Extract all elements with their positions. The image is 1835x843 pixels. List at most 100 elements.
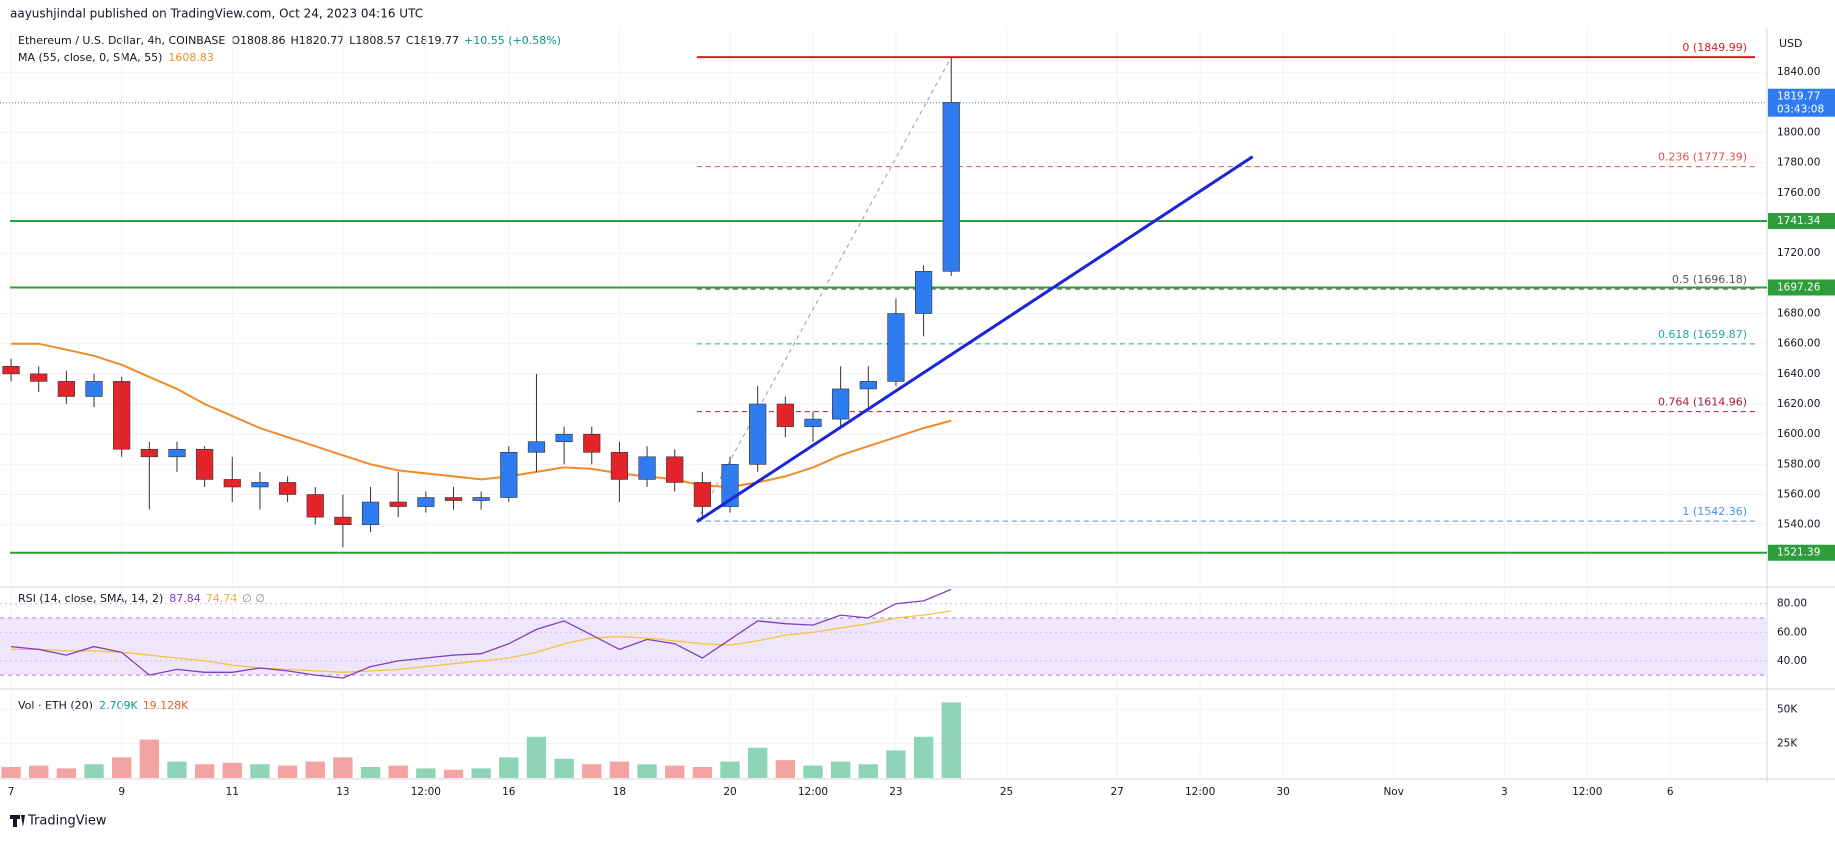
rsi-band	[0, 618, 1767, 676]
rsi-extra: ∅ ∅	[242, 592, 265, 605]
candle-body	[57, 381, 75, 397]
candle-body	[251, 482, 269, 488]
x-tick-label: 6	[1667, 786, 1674, 798]
candle-body	[2, 366, 20, 375]
trendline	[696, 155, 1254, 523]
x-tick-label: 12:00	[1572, 786, 1602, 798]
volume-bar	[139, 739, 160, 778]
y-tick-label: 1680.00	[1777, 308, 1820, 320]
candle-body	[361, 501, 380, 525]
y-tick-label: 1780.00	[1777, 157, 1820, 169]
candle-body	[196, 448, 214, 480]
volume-legend: Vol · ETH (20) 2.709K 19.128K	[18, 699, 189, 712]
volume-bar	[277, 765, 298, 778]
volume-bar	[56, 768, 77, 778]
y-tick-label: 1720.00	[1777, 247, 1820, 259]
level-label: 1521.39	[1777, 547, 1820, 559]
rsi-value: 87.84	[169, 592, 201, 605]
symbol-legend: Ethereum / U.S. Dollar, 4h, COINBASE O180…	[18, 34, 561, 47]
volume-bar	[720, 761, 740, 778]
candle-body	[334, 516, 352, 525]
candle-body	[417, 497, 435, 507]
candle-body	[859, 381, 877, 390]
candle-body	[749, 403, 767, 465]
candle-body	[804, 418, 822, 427]
brand: TradingView	[27, 814, 107, 829]
volume-bar	[803, 765, 823, 778]
y-tick-label: 1560.00	[1777, 489, 1820, 501]
rsi-line	[11, 588, 952, 679]
level-label-bg	[1768, 544, 1835, 561]
candle-body	[444, 497, 463, 501]
candle-body	[583, 433, 601, 453]
candle-body	[223, 479, 241, 488]
volume-bar	[830, 761, 851, 778]
x-tick-label: 18	[613, 786, 626, 798]
volume-bar	[913, 736, 934, 778]
volume-bar	[886, 750, 906, 778]
y-tick-label: 1660.00	[1777, 338, 1820, 350]
fib-diagonal	[696, 56, 952, 522]
volume-bar	[305, 761, 325, 778]
x-tick-label: 20	[723, 786, 736, 798]
candle-body	[610, 451, 629, 480]
volume-bar	[748, 747, 768, 778]
volume-tick-label: 50K	[1777, 703, 1798, 715]
x-tick-label: 3	[1501, 786, 1508, 798]
volume-bar	[609, 761, 630, 778]
volume-bar	[692, 767, 713, 778]
x-tick-label: 11	[226, 786, 239, 798]
x-tick-label: 13	[336, 786, 349, 798]
rsi-tick-label: 60.00	[1777, 626, 1807, 638]
volume-bar	[526, 736, 547, 778]
ma-legend: MA (55, close, 0, SMA, 55) 1608.83	[18, 51, 214, 64]
volume-bar	[858, 764, 878, 778]
volume-bar	[360, 767, 381, 778]
y-tick-label: 1840.00	[1777, 66, 1820, 78]
x-tick-label: 12:00	[1185, 786, 1215, 798]
ohlc: C1819.77	[406, 34, 459, 47]
volume-bar	[637, 764, 657, 778]
candle-body	[776, 403, 794, 427]
volume-bar	[111, 757, 132, 778]
volume-bar	[333, 757, 353, 778]
x-tick-label: 12:00	[798, 786, 828, 798]
x-tick-label: 25	[1000, 786, 1013, 798]
ohlc: H1820.77	[290, 34, 344, 47]
currency: USD	[1779, 37, 1803, 50]
x-tick-label: Nov	[1383, 786, 1404, 798]
x-tick-label: 30	[1276, 786, 1289, 798]
fib-label: 0.764 (1614.96)	[1658, 396, 1747, 409]
rsi-legend: RSI (14, close, SMA, 14, 2) 87.84 74.74 ∅ ∅	[18, 592, 265, 605]
volume-bar	[29, 765, 49, 778]
volume-bar	[499, 757, 519, 778]
candle-body	[85, 381, 103, 397]
ohlc: O1808.86	[231, 34, 285, 47]
rsi-ma-line	[11, 610, 952, 673]
x-tick-label: 9	[118, 786, 125, 798]
volume-bar	[582, 764, 602, 778]
volume-bar	[416, 768, 436, 778]
fib-label: 1 (1542.36)	[1682, 505, 1747, 518]
volume-bar	[167, 761, 187, 778]
current-price-label: 1819.77	[1777, 91, 1820, 103]
x-tick-label: 23	[889, 786, 902, 798]
rsi-name: RSI (14, close, SMA, 14, 2)	[18, 592, 163, 605]
candle-body	[500, 451, 518, 498]
volume-tick-label: 25K	[1777, 738, 1798, 750]
y-tick-label: 1600.00	[1777, 428, 1820, 440]
publisher: aayushjindal published on TradingView.co…	[10, 7, 423, 21]
rsi-tick-label: 40.00	[1777, 655, 1807, 667]
candle-body	[140, 448, 158, 458]
y-tick-label: 1800.00	[1777, 127, 1820, 139]
volume-bar	[554, 758, 574, 778]
candle-body	[887, 313, 905, 382]
volume-bar	[222, 762, 242, 778]
volume-bar	[250, 764, 270, 778]
y-tick-label: 1540.00	[1777, 519, 1820, 531]
x-tick-label: 12:00	[411, 786, 441, 798]
volume-ma-value: 19.128K	[143, 699, 189, 712]
candle-body	[472, 497, 490, 501]
candle-body	[942, 102, 960, 272]
